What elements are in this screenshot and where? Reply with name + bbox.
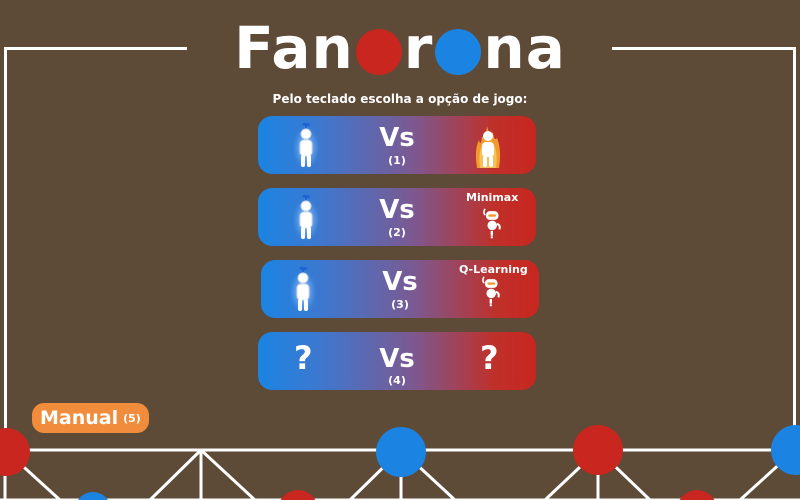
ai-label-minimax: Minimax	[466, 191, 519, 204]
board-piece-red	[280, 490, 316, 500]
human-icon	[289, 266, 317, 314]
title-blue-piece	[435, 29, 482, 75]
human-fire-icon	[475, 126, 501, 168]
frame-line-top-left	[5, 47, 187, 50]
human-icon	[292, 194, 320, 242]
title-part-2: r	[403, 14, 434, 82]
robot-icon	[482, 276, 500, 307]
instruction-text: Pelo teclado escolha a opção de jogo:	[272, 92, 528, 106]
vs-label: Vs	[379, 195, 415, 225]
option-number: (2)	[388, 226, 406, 239]
option-number: (4)	[388, 374, 406, 387]
manual-number: (5)	[123, 411, 141, 425]
option-number: (1)	[388, 154, 406, 167]
title-red-piece	[355, 29, 402, 75]
option-1-human-vs-human-button[interactable]: Vs (1)	[258, 116, 536, 174]
board-piece-red	[573, 425, 623, 475]
manual-label: Manual	[40, 407, 119, 429]
robot-icon	[483, 208, 501, 239]
option-2-human-vs-minimax-button[interactable]: Vs (2) Minimax	[258, 188, 536, 246]
board-piece-blue	[78, 492, 108, 500]
human-icon	[292, 122, 320, 170]
vs-label: Vs	[379, 344, 415, 374]
question-mark-right: ?	[480, 339, 499, 377]
board-piece-red	[679, 490, 715, 500]
option-number: (3)	[391, 298, 409, 311]
option-4-random-vs-random-button[interactable]: ? Vs (4) ?	[258, 332, 536, 390]
ai-label-qlearning: Q-Learning	[459, 263, 528, 276]
title-part-3: na	[483, 14, 566, 82]
vs-label: Vs	[379, 123, 415, 153]
board-piece-blue	[376, 427, 426, 477]
title-part-1: Fan	[234, 14, 354, 82]
frame-line-top-right	[612, 47, 795, 50]
frame-line-right	[793, 47, 796, 447]
vs-label: Vs	[382, 267, 418, 297]
frame-line-left	[4, 47, 7, 447]
question-mark-left: ?	[294, 339, 313, 377]
manual-button[interactable]: Manual (5)	[32, 403, 149, 433]
game-title: Fan r na	[205, 8, 595, 88]
option-3-human-vs-qlearning-button[interactable]: Vs (3) Q-Learning	[261, 260, 539, 318]
